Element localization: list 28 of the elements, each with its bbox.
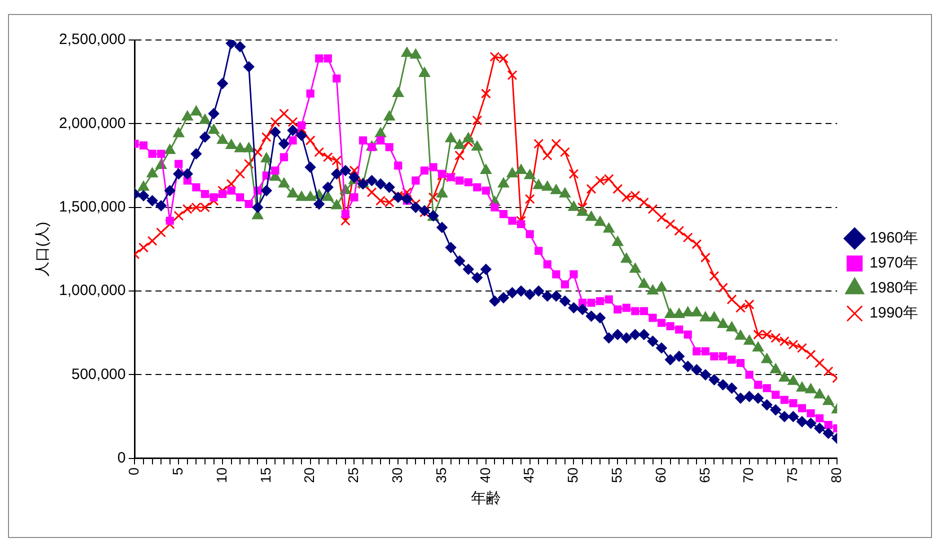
x-axis-title: 年齢 bbox=[470, 490, 501, 508]
x-tick-label: 20 bbox=[301, 467, 318, 484]
x-tick-label: 35 bbox=[432, 467, 449, 484]
x-tick-label: 30 bbox=[388, 467, 405, 484]
y-axis-title: 人口(人) bbox=[34, 222, 52, 277]
x-tick-label: 80 bbox=[828, 467, 844, 484]
x-tick-label: 50 bbox=[564, 467, 581, 484]
y-tick-label: 500,000 bbox=[71, 366, 126, 383]
y-tick-label: 1,500,000 bbox=[58, 198, 126, 216]
x-tick-label: 70 bbox=[740, 467, 756, 484]
y-tick-label: 2,500,000 bbox=[58, 31, 126, 48]
x-tick-label: 25 bbox=[345, 467, 362, 484]
legend-label: 1970年 bbox=[870, 254, 918, 272]
legend-label: 1980年 bbox=[870, 280, 918, 297]
y-tick-label: 1,000,000 bbox=[58, 282, 126, 300]
x-tick-label: 55 bbox=[608, 467, 624, 484]
x-tick-label: 60 bbox=[652, 467, 668, 484]
x-tick-label: 10 bbox=[213, 467, 230, 484]
legend-label: 1960年 bbox=[870, 230, 918, 247]
x-tick-label: 15 bbox=[257, 467, 274, 484]
x-tick-label: 75 bbox=[784, 467, 800, 484]
x-tick-label: 40 bbox=[476, 467, 493, 484]
x-tick-label: 5 bbox=[169, 467, 186, 476]
x-tick-label: 65 bbox=[696, 467, 712, 484]
legend-label: 1990年 bbox=[870, 304, 918, 322]
y-tick-label: 2,000,000 bbox=[58, 114, 126, 132]
x-tick-label: 0 bbox=[126, 467, 142, 476]
x-tick-label: 45 bbox=[520, 467, 537, 484]
